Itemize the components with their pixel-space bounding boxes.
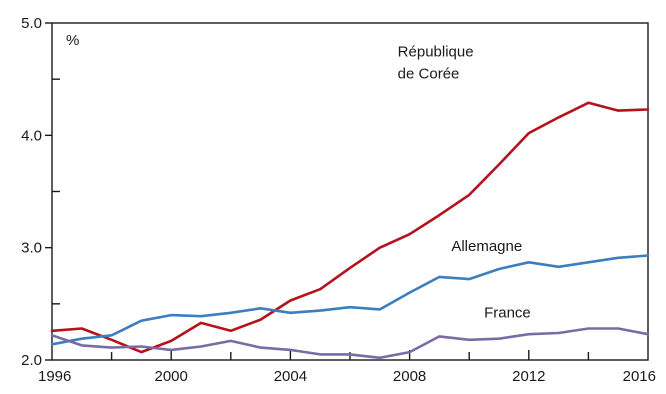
x-tick-label-2000: 2000 [155,368,188,385]
series-label-allemagne-line-0: Allemagne [451,238,522,255]
axes [45,22,649,361]
series-label-france-line-0: France [484,304,531,321]
y-tick-label-3.0: 3.0 [21,240,42,257]
x-tick-label-2008: 2008 [393,368,426,385]
series-line-france [50,327,650,360]
series-labels: République de Corée Allemagne France [398,44,531,322]
x-tick-label-2016: 2016 [623,368,656,385]
y-tick-label-4.0: 4.0 [21,127,42,144]
plot-frame [51,22,649,361]
x-tick-label-2012: 2012 [512,368,545,385]
series-lines [50,101,650,360]
y-unit-label: % [66,32,79,49]
y-tick-label-5.0: 5.0 [21,15,42,32]
tick-labels: 2.0 3.0 4.0 5.0 1996 2000 2004 2008 2012 2016% [21,15,656,385]
y-tick-label-2.0: 2.0 [21,352,42,369]
series-label-r-publique-de-cor-e-line-1: de Corée [398,66,460,83]
x-tick-label-1996: 1996 [38,368,71,385]
series-line-r-publique-de-cor-e [50,101,650,354]
series-line-allemagne [50,254,650,346]
x-tick-label-2004: 2004 [274,368,307,385]
series-label-r-publique-de-cor-e-line-0: République [398,44,474,61]
